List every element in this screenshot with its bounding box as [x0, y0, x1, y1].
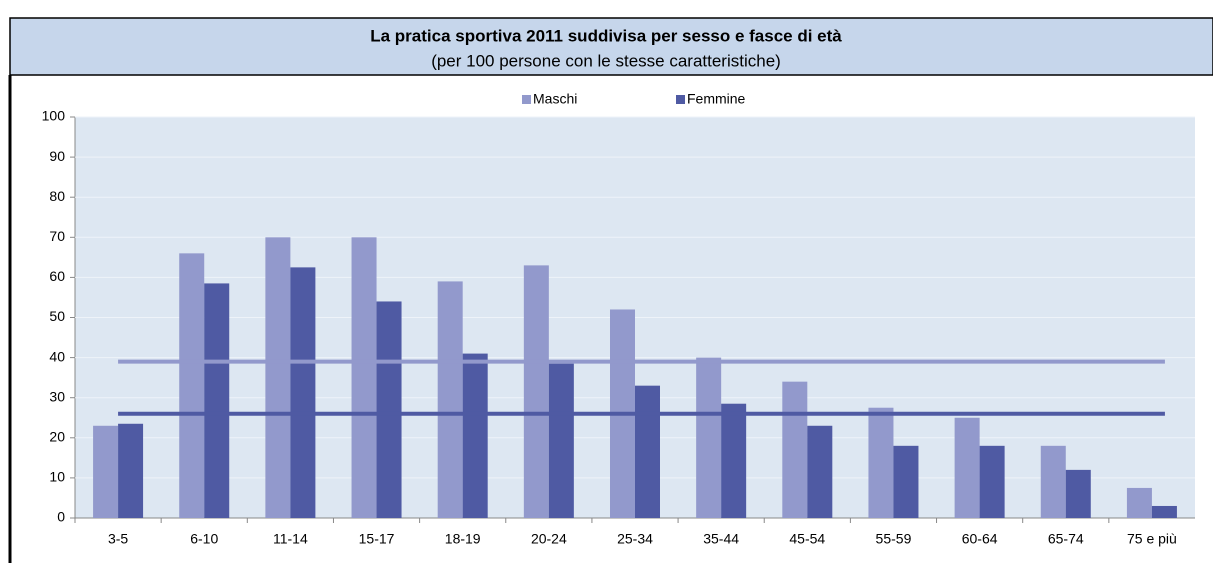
bar	[696, 357, 722, 518]
bar	[462, 353, 488, 518]
bar	[437, 281, 463, 518]
y-tick-label: 0	[57, 509, 65, 525]
y-tick-label: 60	[49, 268, 65, 284]
bar	[1151, 505, 1177, 518]
legend-label: Maschi	[533, 91, 577, 107]
title-box	[9, 17, 1213, 76]
bar	[290, 267, 316, 518]
y-tick-label: 20	[49, 429, 65, 445]
x-tick-label: 45-54	[789, 531, 825, 547]
bar	[807, 425, 833, 518]
bar	[548, 363, 574, 518]
y-tick-label: 90	[49, 148, 65, 164]
bar	[979, 445, 1005, 518]
chart-title: La pratica sportiva 2011 suddivisa per s…	[370, 26, 842, 45]
bar	[954, 417, 980, 518]
bar	[93, 425, 119, 518]
chart-subtitle: (per 100 persone con le stesse caratteri…	[431, 51, 781, 70]
x-tick-label: 11-14	[273, 531, 308, 547]
x-tick-label: 18-19	[445, 531, 481, 547]
y-tick-label: 30	[49, 388, 65, 404]
bar	[179, 253, 205, 518]
bar	[204, 283, 230, 518]
y-tick-label: 50	[49, 308, 65, 324]
bar	[782, 381, 808, 518]
bar	[721, 403, 747, 518]
legend-label: Femmine	[687, 91, 746, 107]
y-tick-label: 10	[49, 469, 65, 485]
y-tick-label: 100	[42, 108, 66, 124]
x-tick-label: 15-17	[359, 531, 395, 547]
y-tick-label: 40	[49, 348, 65, 364]
legend-swatch	[676, 95, 685, 104]
bar	[351, 237, 377, 519]
x-tick-label: 35-44	[703, 531, 739, 547]
y-tick-label: 80	[49, 188, 65, 204]
bar	[1126, 487, 1152, 518]
bar	[523, 265, 549, 518]
x-tick-label: 60-64	[962, 531, 998, 547]
bar	[868, 407, 894, 518]
bar	[893, 445, 919, 518]
x-tick-label: 25-34	[617, 531, 653, 547]
x-tick-label: 20-24	[531, 531, 567, 547]
bar	[635, 385, 660, 518]
bar	[265, 237, 291, 519]
x-tick-label: 6-10	[190, 531, 218, 547]
bar	[118, 423, 144, 518]
x-tick-label: 65-74	[1048, 531, 1084, 547]
legend-swatch	[522, 95, 531, 104]
y-tick-label: 70	[49, 228, 65, 244]
x-tick-label: 55-59	[876, 531, 912, 547]
x-tick-label: 75 e più	[1127, 531, 1177, 547]
bar	[376, 301, 402, 518]
bar	[1040, 445, 1066, 518]
bar	[1065, 469, 1091, 518]
x-tick-label: 3-5	[108, 531, 128, 547]
